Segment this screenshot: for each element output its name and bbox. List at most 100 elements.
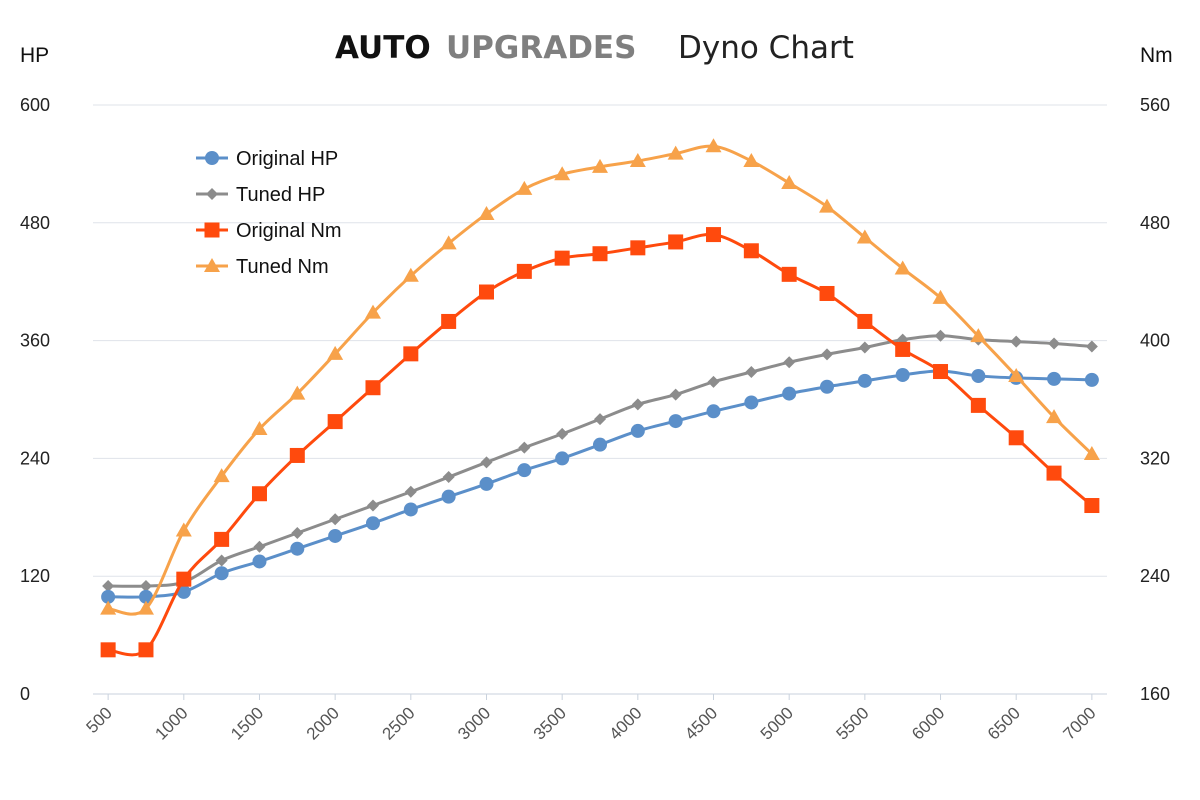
data-point-tuned-hp [821, 348, 834, 361]
data-point-original-hp [138, 589, 153, 604]
data-point-tuned-hp [934, 329, 947, 342]
data-point-original-hp [328, 528, 343, 543]
data-point-original-hp [517, 463, 532, 478]
series-tuned-nm [100, 138, 1100, 616]
data-point-tuned-hp [366, 499, 379, 512]
series-original-hp [101, 364, 1099, 604]
legend-label: Original HP [236, 148, 338, 170]
data-point-tuned-nm [100, 600, 117, 615]
title-subtitle: Dyno Chart [678, 30, 854, 66]
data-point-tuned-hp [707, 375, 720, 388]
data-point-original-nm [516, 263, 532, 279]
data-point-tuned-nm [289, 385, 306, 400]
data-point-original-nm [781, 266, 797, 282]
data-point-original-nm [327, 414, 343, 430]
data-point-tuned-nm [213, 468, 230, 483]
data-point-tuned-nm [705, 138, 722, 153]
data-point-original-nm [478, 284, 494, 300]
right-axis-ticks: 160 240 320 400 480 560 [1140, 95, 1170, 704]
data-point-tuned-nm [175, 522, 192, 537]
x-tick-label: 6000 [908, 703, 948, 743]
data-point-original-nm [706, 227, 722, 243]
series-layer [100, 138, 1100, 658]
x-tick-label: 5000 [757, 703, 797, 743]
data-point-original-nm [857, 313, 873, 329]
data-point-original-hp [403, 502, 418, 517]
data-point-original-hp [744, 395, 759, 410]
legend-label: Tuned Nm [236, 256, 329, 278]
x-tick-label: 5500 [832, 703, 872, 743]
data-point-tuned-hp [1085, 340, 1098, 353]
left-axis-label: HP [20, 44, 49, 67]
legend-item-tuned-nm: Tuned Nm [196, 256, 329, 278]
data-point-original-nm [365, 380, 381, 396]
x-tick-label: 2500 [378, 703, 418, 743]
data-point-original-hp [857, 373, 872, 388]
legend-marker-original-nm [204, 222, 220, 238]
x-axis-ticks: 500 1000 1500 2000 2500 3000 3500 4000 4500 5000 5… [82, 694, 1100, 744]
data-point-tuned-nm [856, 229, 873, 244]
right-tick-label: 480 [1140, 213, 1170, 233]
data-point-original-nm [403, 346, 419, 362]
data-point-tuned-hp [783, 356, 796, 369]
data-point-tuned-nm [251, 420, 268, 435]
data-point-tuned-hp [518, 441, 531, 454]
series-original-nm [100, 227, 1100, 658]
data-point-original-nm [630, 240, 646, 256]
x-tick-label: 500 [82, 703, 115, 736]
left-tick-label: 120 [20, 566, 50, 586]
data-point-original-nm [138, 642, 154, 658]
data-point-original-hp [101, 589, 116, 604]
title-brand-grey: UPGRADES [446, 30, 636, 66]
data-point-original-nm [743, 243, 759, 259]
data-point-original-hp [555, 451, 570, 466]
data-point-tuned-hp [291, 527, 304, 540]
data-point-original-nm [1046, 465, 1062, 481]
data-point-original-nm [100, 642, 116, 658]
data-point-original-hp [895, 367, 910, 382]
data-point-tuned-hp [253, 540, 266, 553]
data-point-tuned-hp [631, 398, 644, 411]
data-point-tuned-nm [327, 345, 344, 360]
data-point-tuned-hp [556, 427, 569, 440]
data-point-original-nm [819, 285, 835, 301]
data-point-original-hp [782, 386, 797, 401]
data-point-tuned-nm [819, 198, 836, 213]
data-point-original-hp [971, 368, 986, 383]
data-point-tuned-nm [894, 260, 911, 275]
left-tick-label: 480 [20, 213, 50, 233]
legend-marker-tuned-nm [204, 258, 220, 272]
data-point-tuned-hp [139, 580, 152, 593]
right-tick-label: 560 [1140, 95, 1170, 115]
right-axis-label: Nm [1140, 44, 1173, 67]
data-point-original-nm [554, 250, 570, 266]
data-point-original-nm [176, 571, 192, 587]
data-point-tuned-hp [1048, 337, 1061, 350]
legend-item-tuned-hp: Tuned HP [196, 184, 325, 206]
left-axis-ticks: 0 120 240 360 480 600 [20, 95, 50, 704]
data-point-original-hp [668, 414, 683, 429]
data-point-original-hp [365, 516, 380, 531]
data-point-original-nm [933, 364, 949, 380]
data-point-tuned-nm [743, 152, 760, 167]
data-point-original-nm [592, 246, 608, 262]
x-tick-label: 3000 [454, 703, 494, 743]
data-point-tuned-nm [970, 328, 987, 343]
right-tick-label: 320 [1140, 448, 1170, 468]
data-point-tuned-nm [440, 235, 457, 250]
data-point-tuned-nm [1046, 409, 1063, 424]
legend: Original HP Tuned HP Original Nm Tuned Nm [196, 148, 342, 278]
data-point-tuned-hp [442, 471, 455, 484]
legend-label: Original Nm [236, 220, 342, 242]
x-tick-label: 1000 [151, 703, 191, 743]
legend-label: Tuned HP [236, 184, 325, 206]
x-tick-label: 3500 [530, 703, 570, 743]
data-point-original-nm [895, 341, 911, 357]
x-tick-label: 1500 [227, 703, 267, 743]
data-point-original-nm [214, 531, 230, 547]
data-point-tuned-nm [629, 152, 646, 167]
right-tick-label: 400 [1140, 331, 1170, 351]
data-point-original-nm [251, 486, 267, 502]
data-point-tuned-nm [402, 267, 419, 282]
